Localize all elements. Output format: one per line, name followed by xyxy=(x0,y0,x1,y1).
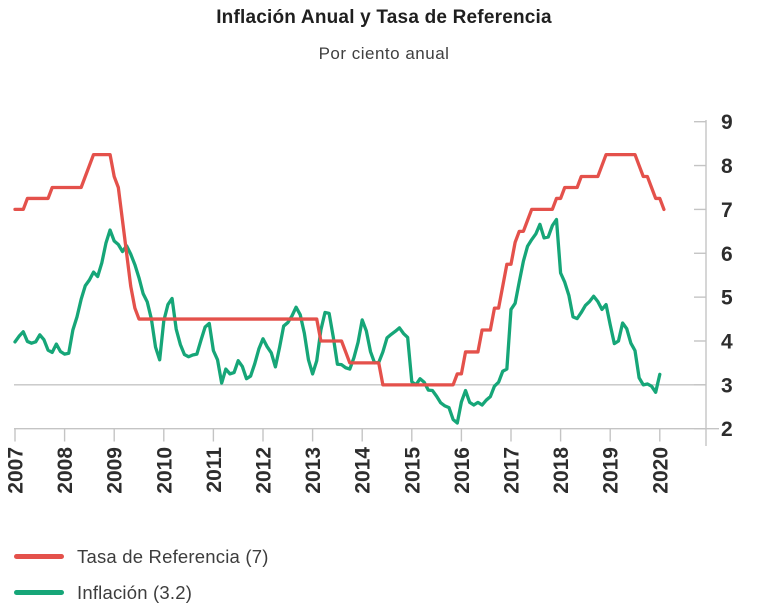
legend-item-inflacion: Inflación (3.2) xyxy=(14,579,269,606)
chart-legend: Tasa de Referencia (7) Inflación (3.2) xyxy=(14,543,269,606)
y-tick-label: 4 xyxy=(721,330,733,353)
y-tick-label: 7 xyxy=(721,199,733,222)
tasa-de-referencia-line xyxy=(13,152,666,387)
x-tick-label: 2016 xyxy=(451,447,474,494)
x-tick-label: 2013 xyxy=(302,447,325,494)
x-tick-label: 2017 xyxy=(501,447,524,494)
x-tick-label: 2012 xyxy=(253,447,276,494)
x-tick-label: 2014 xyxy=(352,447,375,494)
legend-label-inflacion: Inflación (3.2) xyxy=(77,581,193,603)
x-tick-label: 2018 xyxy=(550,447,573,494)
y-tick-label: 8 xyxy=(721,155,733,178)
y-tick-label: 9 xyxy=(721,111,733,134)
x-tick-label: 2011 xyxy=(203,447,226,493)
y-tick-label: 2 xyxy=(721,418,733,441)
legend-label-tasa-de-referencia: Tasa de Referencia (7) xyxy=(77,545,269,567)
line-chart-canvas: 9 8 7 6 5 4 3 2 2007 2008 2009 2010 2011 2012 2013 2014… xyxy=(5,111,734,494)
x-tick-label: 2010 xyxy=(153,447,176,494)
y-tick-label: 3 xyxy=(721,374,733,397)
inflacion-line-swatch xyxy=(14,590,64,595)
y-tick-label: 6 xyxy=(721,243,733,266)
x-tick-label: 2019 xyxy=(600,447,623,494)
x-tick-label: 2020 xyxy=(649,447,672,494)
x-tick-label: 2008 xyxy=(54,447,77,494)
x-tick-label: 2009 xyxy=(104,447,127,494)
chart-subtitle: Por ciento anual xyxy=(318,44,450,63)
tasa-de-referencia-line-swatch xyxy=(14,554,64,559)
y-tick-label: 5 xyxy=(721,287,733,310)
x-tick-label: 2007 xyxy=(5,447,28,494)
x-tick-label: 2015 xyxy=(401,447,424,494)
legend-item-tasa-de-referencia: Tasa de Referencia (7) xyxy=(14,543,269,570)
chart-title: Inflación Anual y Tasa de Referencia xyxy=(216,7,552,28)
inflacion-line xyxy=(13,217,662,425)
